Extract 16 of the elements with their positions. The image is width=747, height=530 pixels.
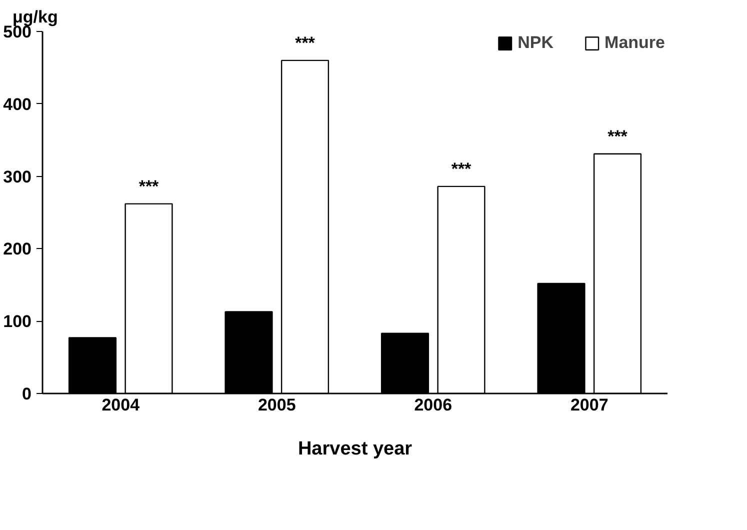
x-tick-label: 2005 xyxy=(258,396,296,414)
y-tick-label: 0 xyxy=(22,384,32,404)
annotation: *** xyxy=(138,176,160,196)
legend-label: Manure xyxy=(604,33,665,53)
annotation: *** xyxy=(295,33,316,52)
x-axis-title: Harvest year xyxy=(298,438,413,460)
y-tick-label: 400 xyxy=(3,94,32,114)
annotation: *** xyxy=(451,159,472,178)
x-tick-label: 2007 xyxy=(570,396,608,414)
annotation: *** xyxy=(608,126,628,146)
y-tick-label: 300 xyxy=(3,167,32,186)
x-tick-label: 2006 xyxy=(414,396,452,414)
x-tick-label: 2004 xyxy=(102,396,140,414)
legend-label: NPK xyxy=(518,33,554,53)
y-tick-label: 100 xyxy=(3,312,32,332)
y-tick-label: 200 xyxy=(3,240,32,259)
